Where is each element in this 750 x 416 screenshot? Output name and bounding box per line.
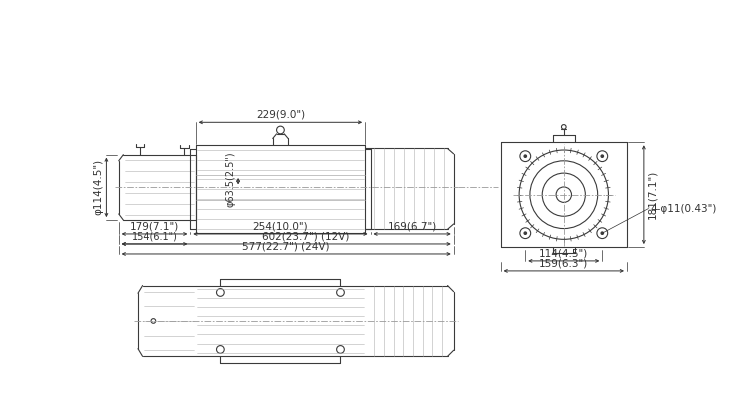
Text: φ63.5(2.5"): φ63.5(2.5")	[226, 152, 236, 208]
Text: 154(6.1"): 154(6.1")	[131, 232, 178, 242]
Text: 179(7.1"): 179(7.1")	[130, 222, 179, 232]
Text: 4-φ11(0.43"): 4-φ11(0.43")	[650, 203, 716, 213]
Text: 577(22.7") (24V): 577(22.7") (24V)	[242, 242, 330, 252]
Circle shape	[524, 155, 526, 157]
Text: 181(7.1"): 181(7.1")	[647, 170, 657, 219]
Text: φ114(4.5"): φ114(4.5")	[93, 159, 104, 215]
Text: 229(9.0"): 229(9.0")	[256, 109, 305, 119]
Text: 114(4.5"): 114(4.5")	[539, 249, 589, 259]
Circle shape	[524, 232, 526, 234]
Text: 159(6.3"): 159(6.3")	[539, 259, 589, 269]
Text: 602(23.7") (12V): 602(23.7") (12V)	[262, 232, 350, 242]
Text: 254(10.0"): 254(10.0")	[253, 222, 308, 232]
Text: 169(6.7"): 169(6.7")	[388, 222, 436, 232]
Circle shape	[602, 232, 604, 234]
Circle shape	[602, 155, 604, 157]
